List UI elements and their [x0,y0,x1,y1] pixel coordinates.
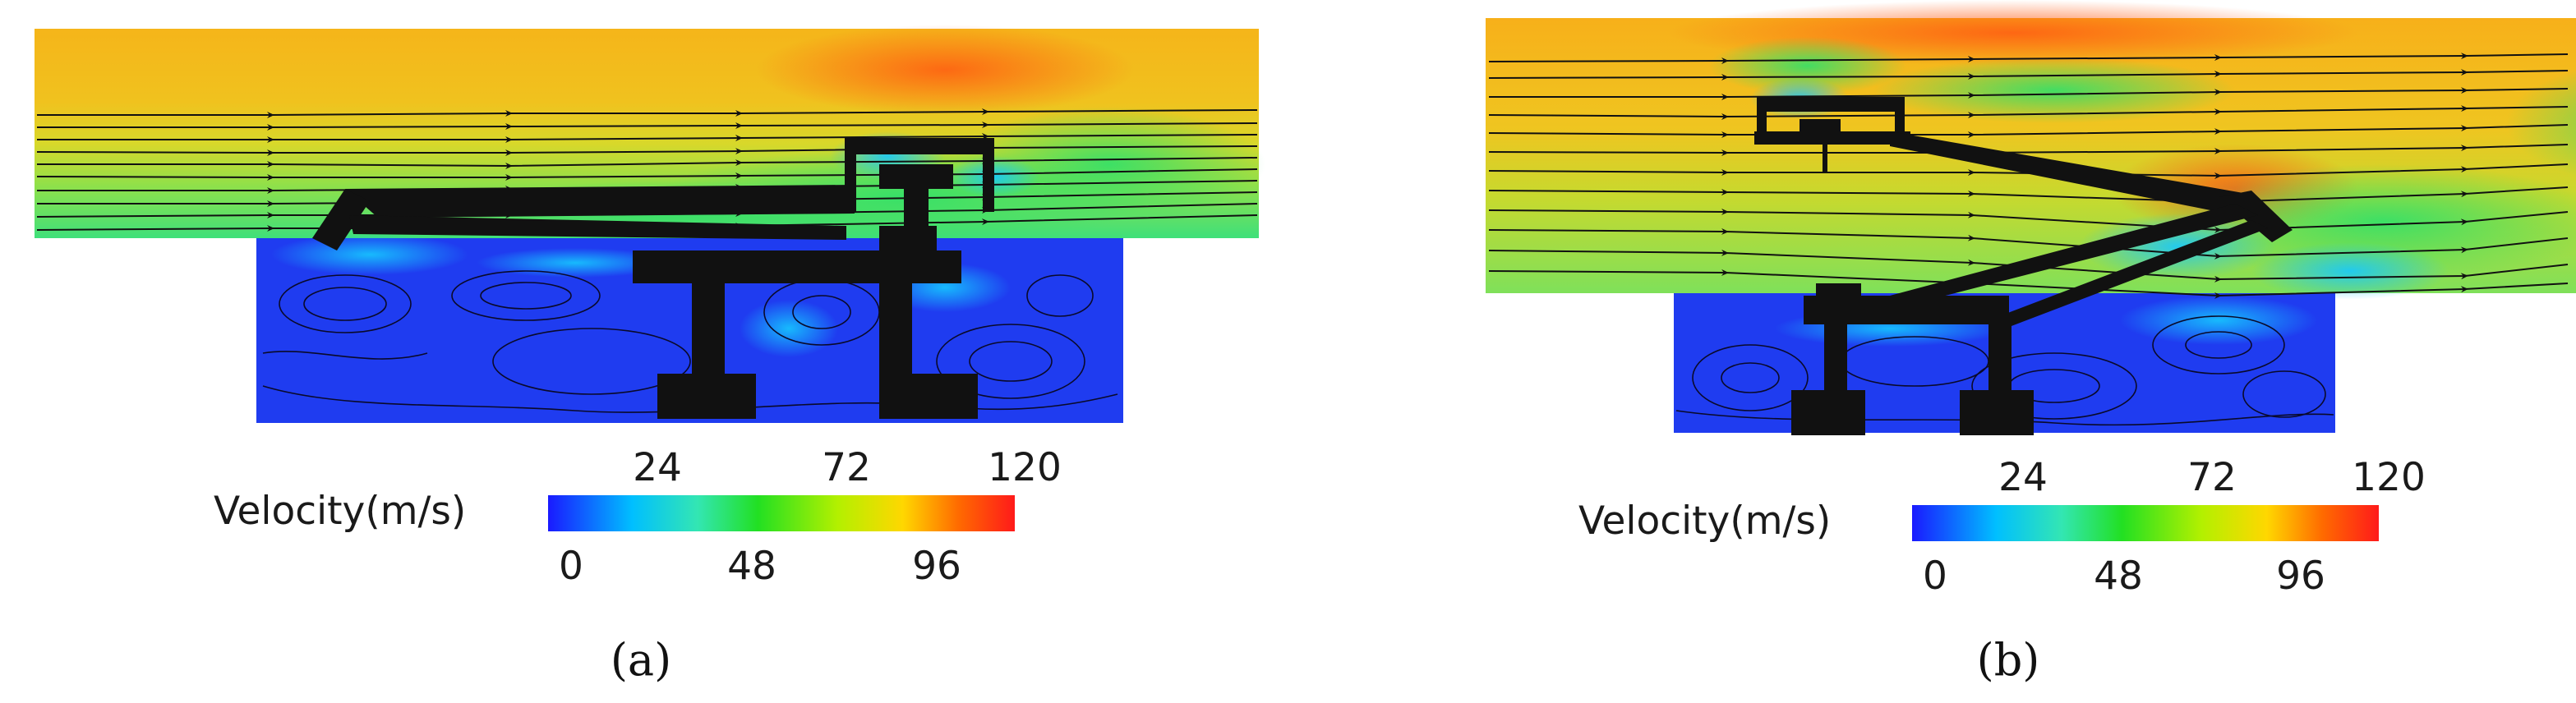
panel-b-tick-120: 120 [2352,455,2426,500]
panel-b-tick-96: 96 [2276,554,2325,599]
panel-b-colorbar [1912,505,2379,541]
panel-b-flow-field [1486,0,2576,433]
panel-b-legend-title: Velocity(m/s) [1578,499,1831,544]
panel-a-tick-24: 24 [633,445,682,490]
panel-b-tick-48: 48 [2094,554,2143,599]
panel-b-tick-0: 0 [1923,554,1947,599]
panel-a-pantograph [312,138,994,419]
panel-b-pantograph [1754,97,2293,435]
panel-a-colorbar [548,495,1015,531]
panel-b-caption: (b) [1977,634,2040,686]
panel-a-tick-72: 72 [822,445,871,490]
panel-a-tick-96: 96 [912,544,961,589]
panel-a-tick-120: 120 [988,445,1062,490]
panel-b-legend: Velocity(m/s) 24 72 120 0 48 96 [1578,455,2426,599]
panel-b: Velocity(m/s) 24 72 120 0 48 96 (b) [1486,0,2576,686]
panel-b-tick-72: 72 [2187,455,2237,500]
panel-b-tick-24: 24 [1998,455,2048,500]
panel-a-tick-0: 0 [559,544,583,589]
panel-b-vortices [1675,315,2334,426]
panel-a-legend-title: Velocity(m/s) [214,489,466,534]
panel-a-caption: (a) [611,634,671,686]
panel-a-legend: Velocity(m/s) 24 72 120 0 48 96 [214,445,1062,589]
panel-a-tick-48: 48 [727,544,776,589]
panel-a: Velocity(m/s) 24 72 120 0 48 96 (a) [35,25,1265,686]
